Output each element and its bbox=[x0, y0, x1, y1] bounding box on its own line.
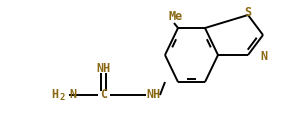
Text: C: C bbox=[101, 89, 107, 102]
Text: NH: NH bbox=[147, 89, 161, 102]
Text: NH: NH bbox=[97, 62, 111, 75]
Text: Me: Me bbox=[169, 9, 183, 22]
Text: S: S bbox=[244, 6, 252, 19]
Text: N: N bbox=[69, 89, 76, 102]
Text: N: N bbox=[260, 51, 268, 64]
Text: H: H bbox=[51, 89, 58, 102]
Text: 2: 2 bbox=[60, 93, 65, 102]
